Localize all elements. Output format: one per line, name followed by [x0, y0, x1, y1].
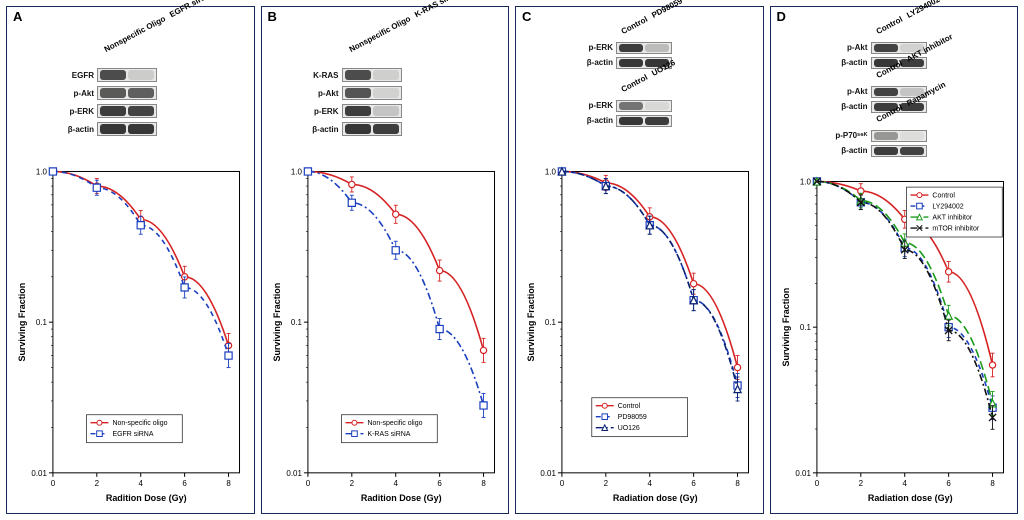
blot-area-D: ControlLY294002p-Aktβ-actinControlAKT in…	[777, 25, 1012, 171]
svg-text:6: 6	[946, 479, 951, 488]
svg-text:6: 6	[437, 479, 442, 488]
svg-text:Radiation dose (Gy): Radiation dose (Gy)	[867, 493, 952, 503]
svg-text:Non-specific oligo: Non-specific oligo	[367, 420, 422, 427]
panel-label-B: B	[268, 9, 277, 24]
panel-label-C: C	[522, 9, 531, 24]
svg-text:0.01: 0.01	[795, 469, 811, 478]
svg-text:1.0: 1.0	[36, 167, 48, 176]
svg-text:Radition Dose (Gy): Radition Dose (Gy)	[106, 493, 187, 503]
svg-text:4: 4	[139, 479, 144, 488]
svg-text:mTOR inhibitor: mTOR inhibitor	[932, 225, 979, 232]
svg-text:8: 8	[990, 479, 995, 488]
svg-text:EGFR siRNA: EGFR siRNA	[112, 431, 153, 438]
blot-area-B: Nonspecific OligoK-RAS siRNAK-RASp-Aktp-…	[268, 25, 503, 161]
svg-text:0.01: 0.01	[31, 469, 47, 478]
svg-text:1.0: 1.0	[290, 167, 302, 176]
svg-text:0.1: 0.1	[799, 323, 811, 332]
svg-text:1.0: 1.0	[799, 177, 811, 186]
svg-text:4: 4	[648, 479, 653, 488]
svg-text:2: 2	[604, 479, 609, 488]
svg-text:2: 2	[95, 479, 100, 488]
svg-text:0.01: 0.01	[286, 469, 302, 478]
svg-text:PD98059: PD98059	[618, 414, 647, 421]
svg-text:6: 6	[182, 479, 187, 488]
svg-text:2: 2	[349, 479, 354, 488]
chart-area-C: 0 2 4 6 8 0.01 0.1 1.0 Radiation dose (Gy) Surviv…	[522, 161, 757, 509]
panel-C: C ControlPD98059p-ERKβ-actinControlUO126…	[515, 6, 764, 514]
svg-text:0: 0	[305, 479, 310, 488]
panel-label-A: A	[13, 9, 22, 24]
svg-text:4: 4	[902, 479, 907, 488]
svg-text:AKT inhibitor: AKT inhibitor	[932, 214, 972, 221]
panel-label-D: D	[777, 9, 786, 24]
figure-row: A Nonspecific OligoEGFR siRNAEGFRp-Aktp-…	[6, 6, 1018, 514]
svg-text:Surviving Fraction: Surviving Fraction	[780, 288, 790, 367]
svg-text:0: 0	[814, 479, 819, 488]
svg-text:0.1: 0.1	[545, 318, 557, 327]
svg-text:Surviving Fraction: Surviving Fraction	[271, 283, 281, 362]
blot-area-A: Nonspecific OligoEGFR siRNAEGFRp-Aktp-ER…	[13, 25, 248, 161]
svg-text:0.01: 0.01	[540, 469, 556, 478]
chart-area-B: 0 2 4 6 8 0.01 0.1 1.0 Radition Dose (Gy) Survivi…	[268, 161, 503, 509]
panel-B: B Nonspecific OligoK-RAS siRNAK-RASp-Akt…	[261, 6, 510, 514]
chart-area-D: 0 2 4 6 8 0.01 0.1 1.0 Radiation dose (Gy) Surviv…	[777, 171, 1012, 509]
svg-text:0: 0	[560, 479, 565, 488]
svg-text:LY294002: LY294002	[932, 203, 963, 210]
svg-text:8: 8	[735, 479, 740, 488]
svg-text:Radiation dose (Gy): Radiation dose (Gy)	[613, 493, 698, 503]
svg-text:K-RAS siRNA: K-RAS siRNA	[367, 431, 410, 438]
svg-text:8: 8	[481, 479, 486, 488]
svg-text:Control: Control	[618, 403, 641, 410]
svg-text:Surviving Fraction: Surviving Fraction	[17, 283, 27, 362]
svg-text:8: 8	[226, 479, 231, 488]
chart-area-A: 0 2 4 6 8 0.01 0.1 1.0 Radition Dose (Gy) Survivi…	[13, 161, 248, 509]
svg-text:Control: Control	[932, 192, 955, 199]
svg-text:4: 4	[393, 479, 398, 488]
svg-text:0.1: 0.1	[36, 318, 48, 327]
svg-text:1.0: 1.0	[545, 167, 557, 176]
svg-text:Radition Dose (Gy): Radition Dose (Gy)	[360, 493, 441, 503]
svg-text:6: 6	[691, 479, 696, 488]
svg-text:UO126: UO126	[618, 425, 640, 432]
svg-text:0.1: 0.1	[290, 318, 302, 327]
svg-text:0: 0	[51, 479, 56, 488]
svg-text:2: 2	[858, 479, 863, 488]
blot-area-C: ControlPD98059p-ERKβ-actinControlUO126p-…	[522, 25, 757, 161]
panel-D: D ControlLY294002p-Aktβ-actinControlAKT …	[770, 6, 1019, 514]
svg-text:Surviving Fraction: Surviving Fraction	[526, 283, 536, 362]
svg-text:Non-specific oligo: Non-specific oligo	[112, 420, 167, 427]
panel-A: A Nonspecific OligoEGFR siRNAEGFRp-Aktp-…	[6, 6, 255, 514]
